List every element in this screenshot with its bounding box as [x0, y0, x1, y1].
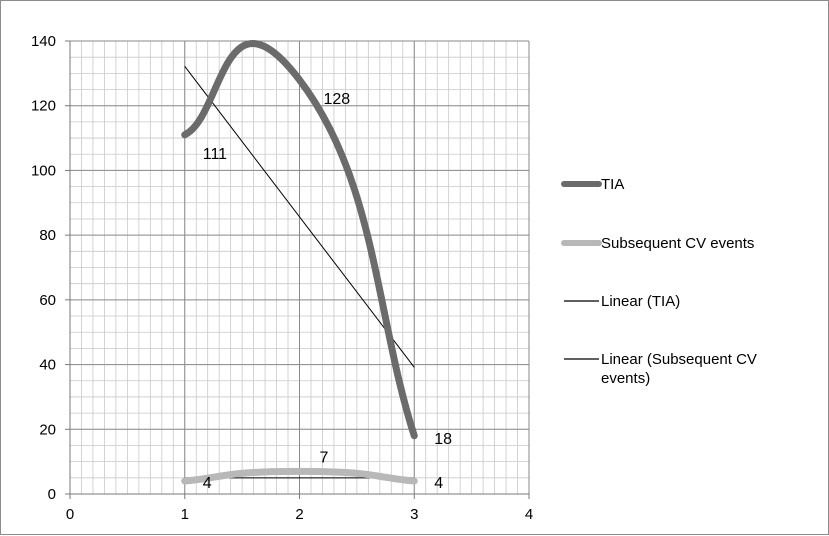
trendline-tia — [184, 66, 415, 368]
y-tick-label: 20 — [39, 421, 56, 438]
legend-label: Linear (Subsequent CV — [601, 351, 757, 368]
y-axis-tick-labels: 0 20 40 60 80 100 120 140 — [31, 33, 56, 503]
data-labels: 111 128 18 4 7 4 — [203, 91, 452, 492]
data-label: 4 — [203, 475, 212, 492]
legend-label: events) — [601, 370, 650, 387]
y-tick-label: 100 — [31, 162, 56, 179]
y-tick-label: 40 — [39, 357, 56, 374]
y-tick-label: 60 — [39, 292, 56, 309]
x-tick-label: 1 — [181, 506, 189, 523]
data-label: 4 — [434, 475, 443, 492]
legend-label: Linear (TIA) — [601, 293, 680, 310]
x-tick-label: 0 — [66, 506, 74, 523]
data-label: 7 — [320, 449, 329, 466]
y-tick-label: 120 — [31, 98, 56, 115]
series-line-subsequent-cv-events — [181, 467, 418, 485]
data-label: 111 — [203, 146, 227, 163]
legend-label: TIA — [601, 176, 624, 193]
series-line-tia — [181, 40, 418, 440]
axes — [65, 40, 530, 499]
y-tick-label: 0 — [48, 486, 56, 503]
series-lines — [181, 40, 418, 485]
y-tick-label: 140 — [31, 33, 56, 50]
y-tick-label: 80 — [39, 227, 56, 244]
data-label: 128 — [324, 91, 351, 108]
legend: TIA Subsequent CV events Linear (TIA) Linea… — [561, 176, 757, 387]
x-tick-label: 2 — [295, 506, 303, 523]
data-label: 18 — [434, 431, 452, 448]
x-tick-label: 4 — [525, 506, 533, 523]
minor-gridlines — [69, 40, 530, 495]
x-axis-tick-labels: 0 1 2 3 4 — [66, 506, 533, 523]
x-tick-label: 3 — [410, 506, 418, 523]
legend-label: Subsequent CV events — [601, 235, 754, 252]
